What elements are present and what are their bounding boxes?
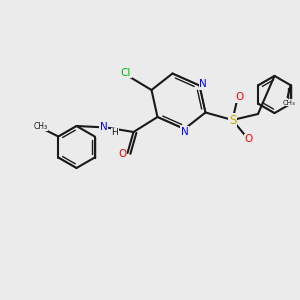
Text: S: S	[229, 113, 236, 127]
Text: O: O	[245, 134, 253, 145]
Text: H: H	[112, 128, 118, 137]
Text: CH₃: CH₃	[283, 100, 296, 106]
Text: CH₃: CH₃	[33, 122, 47, 130]
Text: N: N	[181, 127, 188, 137]
Text: Cl: Cl	[121, 68, 131, 78]
Text: O: O	[118, 149, 126, 160]
Text: O: O	[236, 92, 244, 103]
Text: N: N	[100, 122, 107, 132]
Text: N: N	[199, 79, 207, 89]
